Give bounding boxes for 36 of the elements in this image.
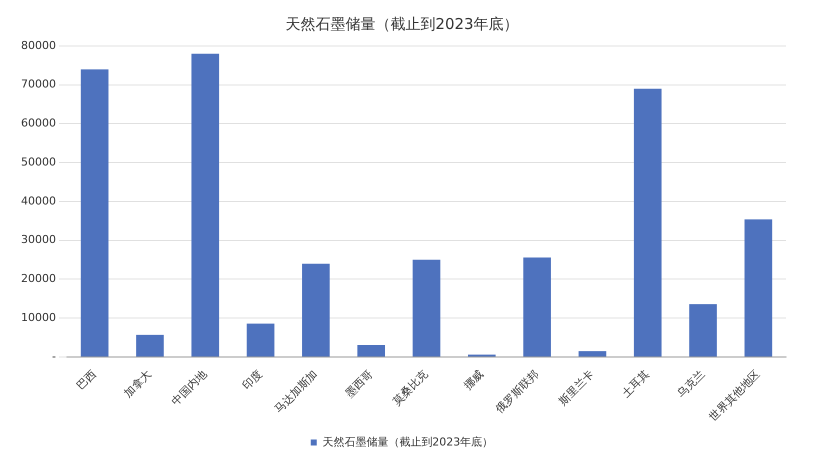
x-tick-label: 巴西 [74,368,99,392]
x-tick-label: 挪威 [461,368,486,392]
x-tick-label: 斯里兰卡 [556,368,597,408]
y-tick-label: 10000 [20,310,56,324]
x-tick-label: 土耳其 [619,368,652,400]
bar [689,304,717,356]
y-tick-label: 20000 [20,272,56,286]
y-tick-label: - [52,350,56,363]
y-tick-label: 60000 [20,116,56,130]
bar [136,334,164,356]
x-tick-label: 世界其他地区 [706,368,762,424]
bar [302,264,330,356]
bar [412,260,440,356]
y-tick-label: 30000 [20,233,56,246]
x-tick-label: 乌克兰 [674,368,708,400]
x-tick-label: 墨西哥 [342,368,376,400]
y-tick-label: 50000 [20,155,56,168]
y-tick-label: 70000 [20,78,56,91]
bar [191,54,220,356]
bar [634,88,662,356]
bar [523,257,551,356]
y-tick-label: 80000 [20,38,56,52]
bar [578,351,606,356]
x-tick-label: 莫桑比克 [390,368,431,408]
legend-label: 天然石墨储量（截止到2023年底） [322,435,494,448]
x-tick-label: 俄罗斯联邦 [493,368,542,416]
bar [246,324,274,356]
x-tick-label: 加拿大 [122,368,154,400]
x-tick-label: 马达加斯加 [272,368,320,416]
x-tick-label: 中国内地 [169,368,210,408]
y-tick-label: 40000 [20,194,56,208]
bar [744,219,772,356]
bar [80,69,108,356]
bar [357,344,386,356]
chart-title: 天然石墨储量（截止到2023年底） [285,14,519,33]
x-tick-label: 印度 [240,368,265,392]
